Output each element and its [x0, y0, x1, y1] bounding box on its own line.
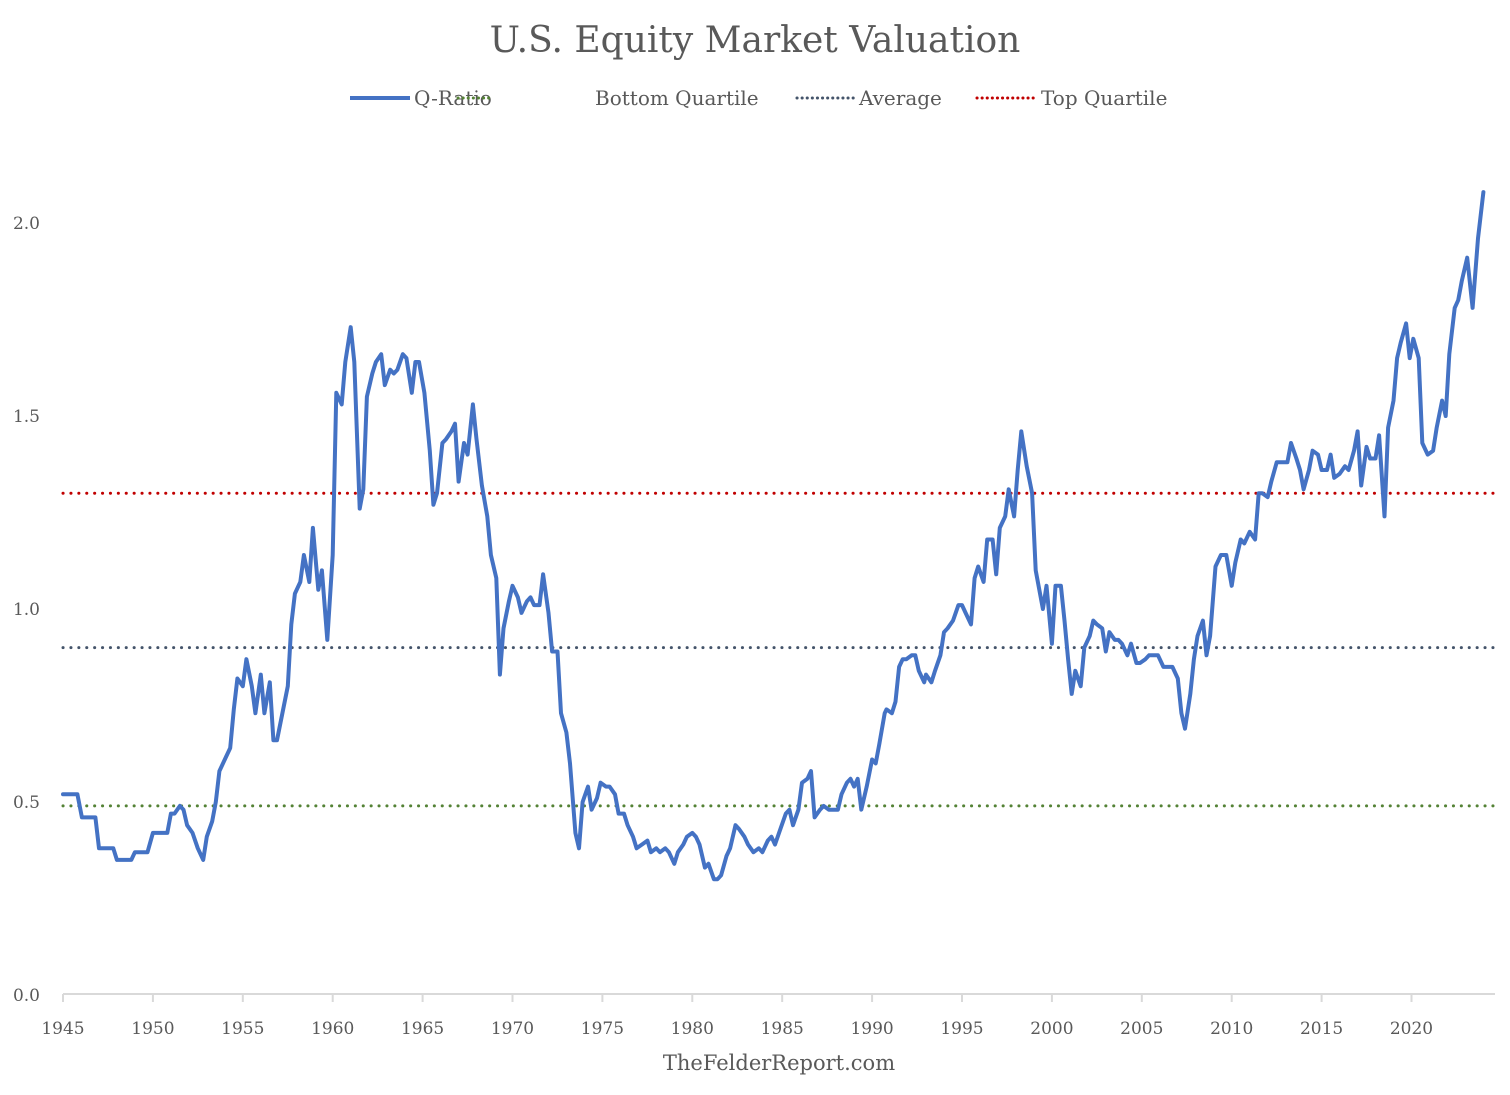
legend-item-average[interactable]: Average	[795, 86, 942, 110]
x-tick-label: 1985	[761, 1019, 804, 1039]
x-tick-label: 1965	[401, 1019, 444, 1039]
x-tick-label: 1970	[491, 1019, 534, 1039]
x-tick-label: 1950	[131, 1019, 174, 1039]
legend-label-top-quartile: Top Quartile	[1041, 86, 1167, 110]
legend: Q-Ratio Bottom Quartile Average Top Quar…	[350, 86, 1167, 110]
reference-lines	[61, 491, 1497, 808]
source-label: TheFelderReport.com	[663, 1051, 895, 1075]
y-tick-label: 0.5	[13, 793, 40, 813]
x-tick-label: 2005	[1120, 1019, 1163, 1039]
x-tick-label: 1980	[671, 1019, 714, 1039]
legend-item-top-quartile[interactable]: Top Quartile	[975, 86, 1167, 110]
legend-label-bottom-quartile: Bottom Quartile	[595, 86, 759, 110]
x-tick-label: 2020	[1390, 1019, 1433, 1039]
x-tick-label: 2000	[1030, 1019, 1073, 1039]
legend-label-q-ratio: Q-Ratio	[414, 86, 492, 110]
legend-label-average: Average	[858, 86, 942, 110]
x-tick-label: 1960	[311, 1019, 354, 1039]
x-tick-label: 2015	[1300, 1019, 1343, 1039]
x-axis: 1945 1950 1955 1960 1965 1970 1975 1980 1985 1990…	[41, 993, 1495, 1039]
plot-area: 0.0 0.5 1.0 1.5 2.0 1945 1950 1955 1960 1965 1970…	[13, 190, 1497, 1039]
y-tick-label: 0.0	[13, 986, 40, 1006]
legend-item-bottom-quartile[interactable]: Bottom Quartile	[456, 86, 759, 110]
chart-title: U.S. Equity Market Valuation	[490, 20, 1021, 61]
x-tick-label: 1955	[221, 1019, 264, 1039]
y-tick-label: 1.5	[13, 407, 40, 427]
series-line-q-ratio	[61, 190, 1486, 882]
x-tick-label: 1975	[581, 1019, 624, 1039]
x-tick-label: 1995	[940, 1019, 983, 1039]
y-axis: 0.0 0.5 1.0 1.5 2.0	[13, 214, 40, 1006]
y-tick-label: 1.0	[13, 600, 40, 620]
x-tick-label: 1945	[41, 1019, 84, 1039]
x-tick-label: 1990	[850, 1019, 893, 1039]
y-tick-label: 2.0	[13, 214, 40, 234]
x-tick-label: 2010	[1210, 1019, 1253, 1039]
legend-item-q-ratio[interactable]: Q-Ratio	[350, 86, 492, 110]
